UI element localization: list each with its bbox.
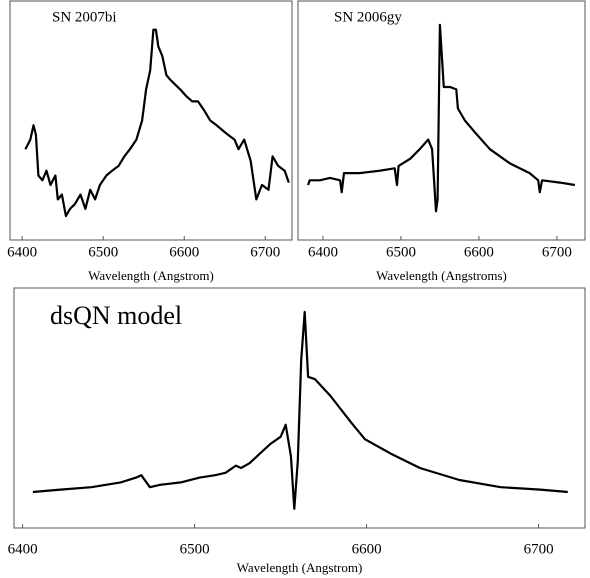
- spectrum-line: [32, 310, 568, 510]
- x-tick-label: 6600: [464, 244, 494, 260]
- x-tick-label: 6500: [88, 244, 118, 260]
- plot-frame: [9, 0, 293, 241]
- x-tick-label: 6700: [250, 244, 280, 260]
- spectrum-line: [24, 28, 290, 218]
- x-tick-label: 6700: [524, 541, 554, 557]
- x-tick-label: 6500: [386, 244, 416, 260]
- x-tick-label: 6700: [542, 244, 572, 260]
- x-tick-label: 6500: [180, 541, 210, 557]
- x-tick-label: 6400: [8, 541, 38, 557]
- panel-title: dsQN model: [50, 301, 182, 330]
- x-axis-label: Wavelength (Angstrom): [237, 560, 363, 575]
- plot-frame: [297, 0, 586, 241]
- x-tick-label: 6600: [169, 244, 199, 260]
- panel-title: SN 2006gy: [334, 9, 402, 25]
- spectrum-line: [307, 23, 576, 213]
- x-tick-label: 6400: [308, 244, 338, 260]
- panel-title: SN 2007bi: [52, 9, 117, 25]
- x-axis-label: Wavelength (Angstroms): [376, 268, 507, 283]
- plot-frame: [13, 287, 586, 529]
- x-axis-label: Wavelength (Angstrom): [88, 268, 214, 283]
- x-tick-label: 6600: [352, 541, 382, 557]
- x-tick-label: 6400: [7, 244, 37, 260]
